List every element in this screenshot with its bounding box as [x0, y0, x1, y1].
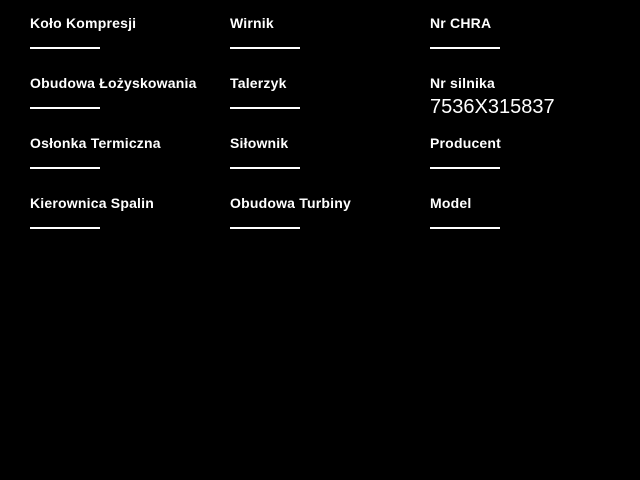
field-label-model: Model — [430, 195, 472, 211]
oslonka-termiczna-input[interactable] — [30, 167, 100, 169]
field-label-silownik: Siłownik — [230, 135, 289, 151]
field-label-kierownica-spalin: Kierownica Spalin — [30, 195, 154, 211]
field-label-producent: Producent — [430, 135, 502, 151]
field-obudowa-turbiny[interactable]: Obudowa Turbiny — [230, 194, 430, 254]
field-label-nr-chra: Nr CHRA — [430, 15, 492, 31]
turbo-parts-form: Koło Kompresji Wirnik Nr CHRA Obudowa Ło… — [30, 14, 630, 254]
field-silownik[interactable]: Siłownik — [230, 134, 430, 194]
field-kolo-kompresji[interactable]: Koło Kompresji — [30, 14, 230, 74]
field-oslonka-termiczna[interactable]: Osłonka Termiczna — [30, 134, 230, 194]
field-model[interactable]: Model — [430, 194, 630, 254]
field-nr-silnika[interactable]: Nr silnika 7536X315837 — [430, 74, 630, 134]
kierownica-spalin-input[interactable] — [30, 227, 100, 229]
obudowa-turbiny-input[interactable] — [230, 227, 300, 229]
field-producent[interactable]: Producent — [430, 134, 630, 194]
producent-input[interactable] — [430, 167, 500, 169]
field-talerzyk[interactable]: Talerzyk — [230, 74, 430, 134]
nr-silnika-value[interactable]: 7536X315837 — [430, 96, 555, 118]
field-obudowa-lozyskowania[interactable]: Obudowa Łożyskowania — [30, 74, 230, 134]
field-wirnik[interactable]: Wirnik — [230, 14, 430, 74]
talerzyk-input[interactable] — [230, 107, 300, 109]
field-label-oslonka-termiczna: Osłonka Termiczna — [30, 135, 161, 151]
wirnik-input[interactable] — [230, 47, 300, 49]
field-label-kolo-kompresji: Koło Kompresji — [30, 15, 137, 31]
nr-chra-input[interactable] — [430, 47, 500, 49]
field-label-wirnik: Wirnik — [230, 15, 274, 31]
kolo-kompresji-input[interactable] — [30, 47, 100, 49]
field-nr-chra[interactable]: Nr CHRA — [430, 14, 630, 74]
field-label-obudowa-turbiny: Obudowa Turbiny — [230, 195, 351, 211]
field-label-talerzyk: Talerzyk — [230, 75, 287, 91]
field-label-obudowa-lozyskowania: Obudowa Łożyskowania — [30, 75, 197, 91]
field-kierownica-spalin[interactable]: Kierownica Spalin — [30, 194, 230, 254]
obudowa-lozyskowania-input[interactable] — [30, 107, 100, 109]
model-input[interactable] — [430, 227, 500, 229]
silownik-input[interactable] — [230, 167, 300, 169]
field-label-nr-silnika: Nr silnika — [430, 75, 496, 91]
